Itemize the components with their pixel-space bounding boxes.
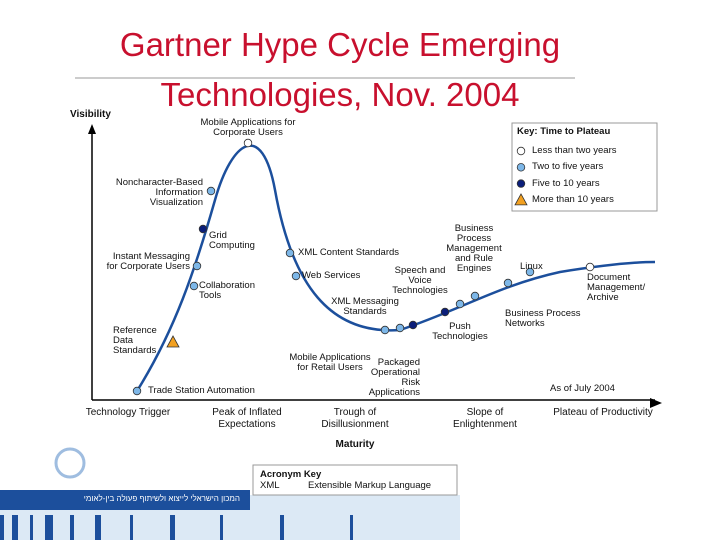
technology-marker [285,248,295,258]
title: Gartner Hype Cycle Emerging Technologies… [119,26,561,113]
technology-marker [470,291,480,301]
phase-label: Peak of Inflated Expectations [212,407,282,430]
key-box [511,122,658,212]
technology-label: Web Services [302,270,361,281]
acronym-box [252,464,458,496]
technology-marker [585,262,595,272]
x-arrow [650,398,662,408]
acronym: XML [260,480,280,491]
technology-label: XML Messaging Standards [331,296,399,317]
x-axis-label: Maturity [335,439,375,450]
key-entry: Two to five years [532,161,604,173]
key-entry: More than 10 years [532,193,614,205]
technology-marker [189,281,199,291]
y-axis-label: Visibility [70,109,111,120]
technology-marker [206,186,216,196]
technology-label: Instant Messaging for Corporate Users [106,251,190,272]
technology-marker [525,267,535,277]
technology-marker [166,335,180,348]
phase-label: Technology Trigger [85,407,171,418]
technology-marker [132,386,142,396]
technology-label: Push Technologies [432,321,488,342]
technology-label: Linux [520,261,543,272]
phase-label: Slope of Enlightenment [453,407,517,430]
technology-label: Business Process Management and Rule Eng… [446,223,502,274]
y-arrow [88,124,96,134]
technology-label: Speech and Voice Technologies [392,265,448,296]
phase-label: Plateau of Productivity [553,407,653,418]
footer-bar [0,490,250,510]
technology-label: Business Process Networks [505,308,581,329]
technology-marker [198,224,208,234]
technology-label: Noncharacter-Based Information Visualiza… [115,177,203,208]
technology-label: Trade Station Automation [148,385,255,396]
technology-label: Mobile Applications for Corporate Users [200,117,296,138]
key-entry: Five to 10 years [532,177,600,189]
technology-marker [455,299,465,309]
technology-marker [380,325,390,335]
technology-marker [291,271,301,281]
key-marker [514,193,528,206]
key-marker [516,163,526,172]
hype-curve [135,144,656,392]
technology-label: Grid Computing [209,230,255,251]
technology-marker [192,261,202,271]
logo [54,447,86,479]
key-entry: Less than two years [532,145,617,156]
key-title: Key: Time to Plateau [517,126,611,137]
as-of: As of July 2004 [550,383,615,394]
technology-marker [503,278,513,288]
technology-label: XML Content Standards [298,247,400,258]
technology-label: Document Management/ Archive [587,272,646,303]
footer-org: המכון הישראלי לייצוא ולשיתוף פעולה בין-ל… [83,494,240,503]
footer-stripes [0,515,353,540]
technology-marker [440,307,450,317]
technology-label: Reference Data Standards [113,325,157,356]
technology-label: Collaboration Tools [199,280,255,301]
technology-label: Mobile Applications for Retail Users [289,352,371,373]
technology-marker [408,320,418,330]
phase-label: Trough of Disillusionment [321,407,389,430]
technology-marker [243,138,253,148]
acronym-meaning: Extensible Markup Language [308,480,432,491]
acronym-title: Acronym Key [260,469,322,480]
key-marker [516,179,526,188]
technology-label: Packaged Operational Risk Applications [368,357,420,398]
technology-marker [395,323,405,333]
key-marker [516,146,526,156]
